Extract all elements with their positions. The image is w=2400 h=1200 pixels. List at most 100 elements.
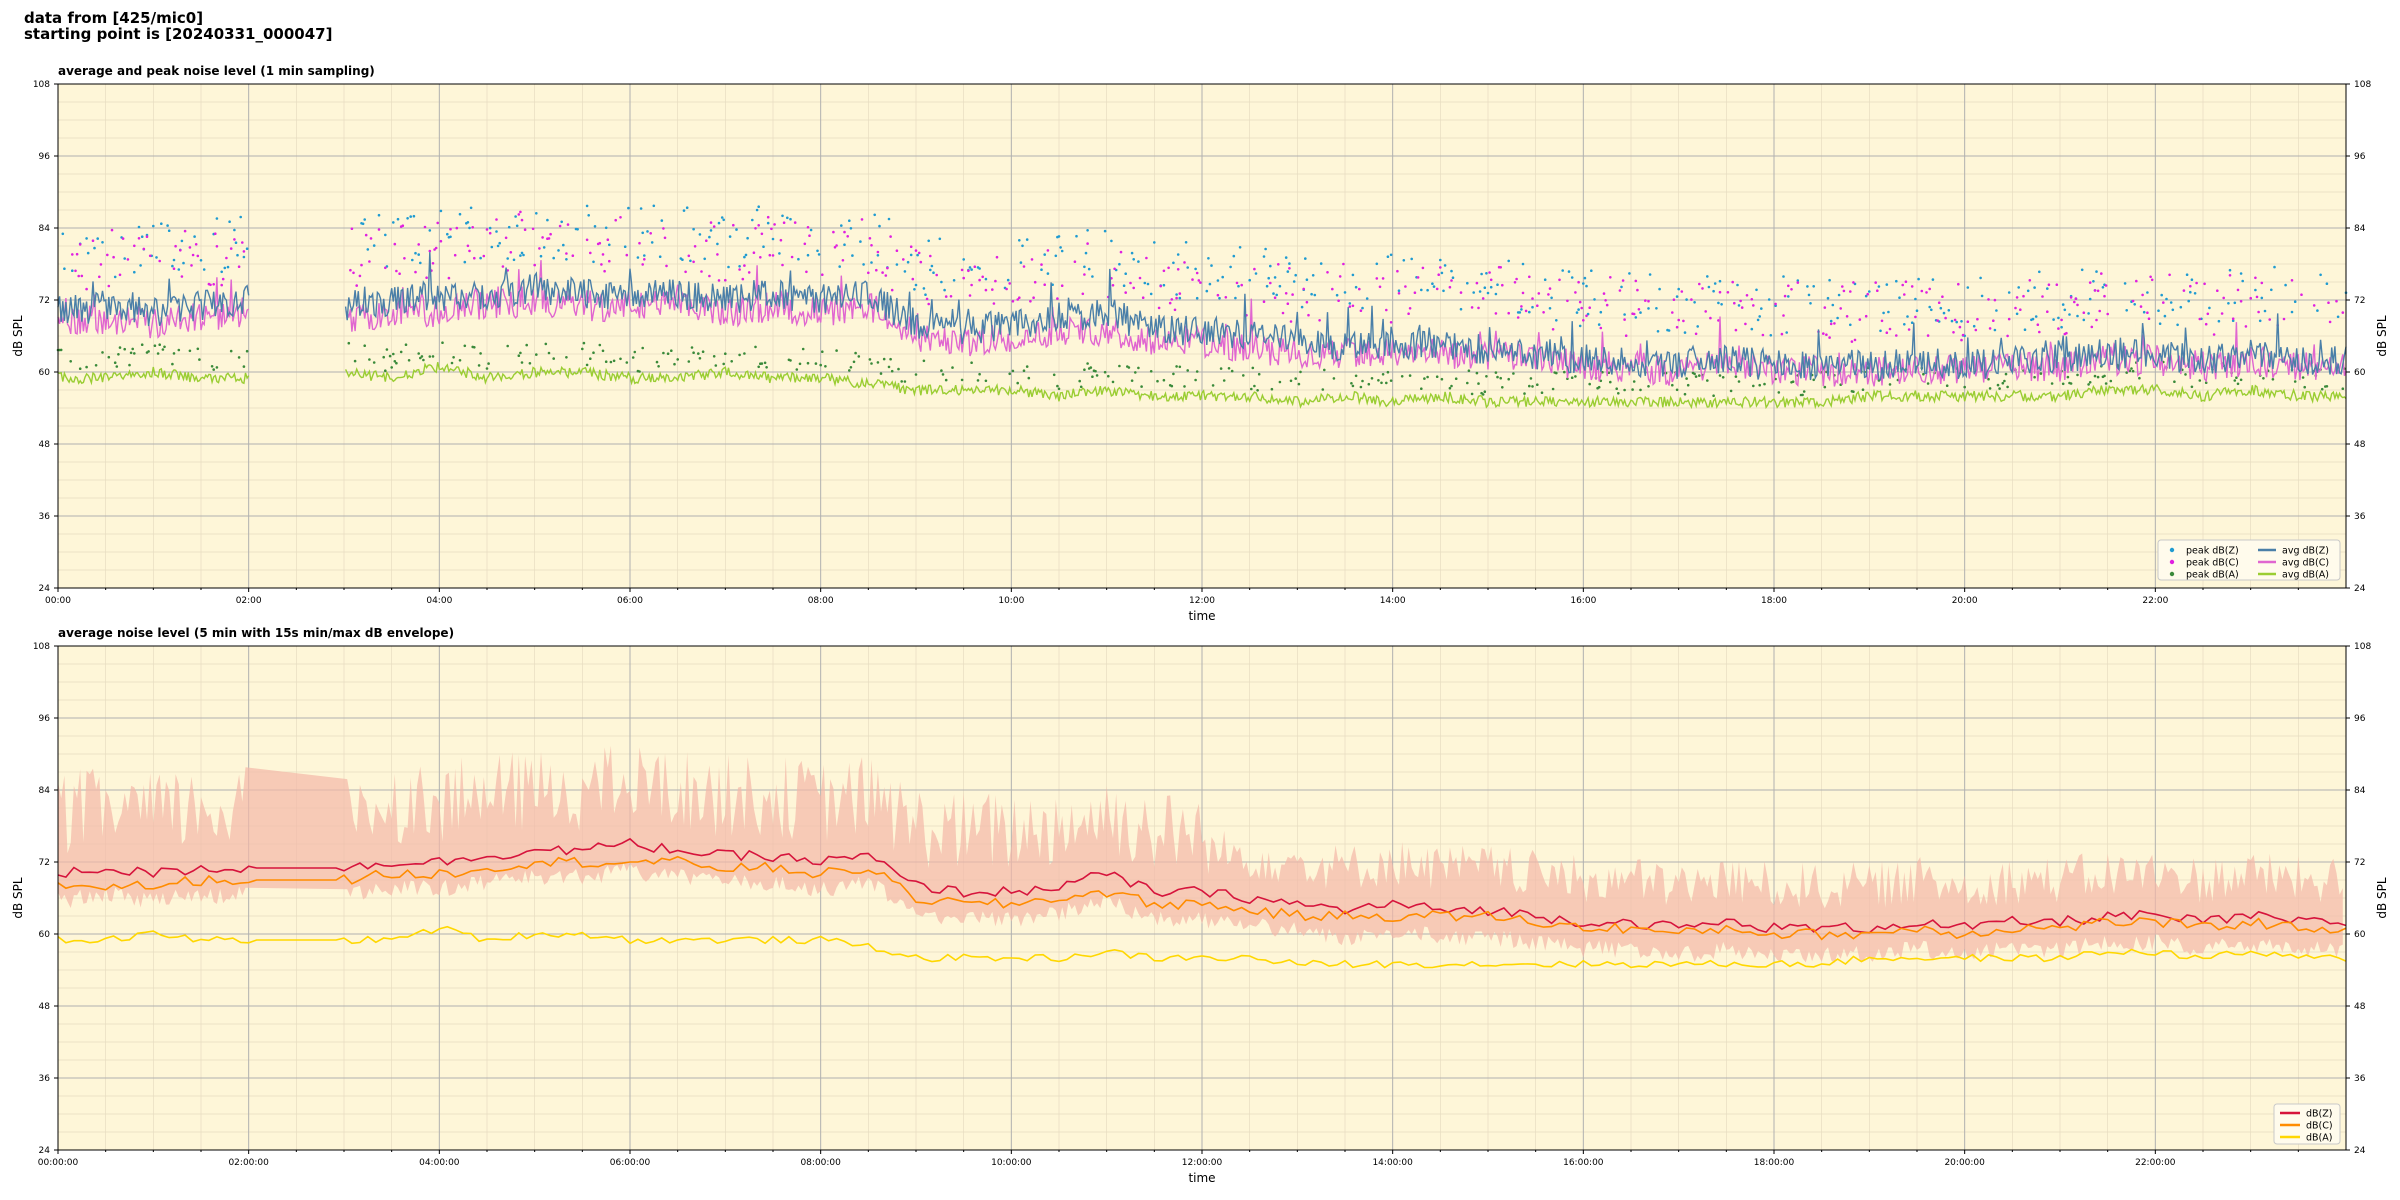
peak-dbz-point (463, 260, 467, 264)
peak-dbz-point (1483, 286, 1487, 290)
peak-dbc-point (1782, 314, 1785, 317)
peak-dbz-point (2061, 303, 2065, 306)
avg-dbz-line (344, 252, 2347, 381)
peak-dba-point (196, 347, 200, 351)
peak-dba-point (431, 355, 435, 358)
peak-dbz-point (1879, 329, 1882, 333)
peak-dbz-point (940, 280, 943, 284)
peak-dbz-point (1466, 281, 1469, 285)
peak-dbc-point (242, 250, 246, 253)
peak-dbc-point (1086, 242, 1089, 245)
peak-dbc-point (2014, 306, 2017, 310)
peak-dba-point (1721, 376, 1725, 379)
peak-dbc-point (884, 274, 888, 277)
peak-dbc-point (1828, 336, 1831, 339)
peak-dbz-point (1648, 273, 1652, 276)
peak-dba-point (1507, 377, 1510, 381)
peak-dbc-point (1385, 308, 1388, 312)
peak-dbc-point (158, 259, 161, 263)
peak-dbc-point (1944, 316, 1947, 320)
peak-dbc-point (2036, 323, 2040, 327)
peak-dba-point (1332, 377, 1336, 380)
peak-dbc-point (1081, 292, 1085, 296)
peak-dba-point (2125, 371, 2128, 374)
peak-dba-point (2104, 382, 2108, 385)
peak-dba-point (441, 341, 444, 345)
peak-dbc-point (606, 238, 610, 241)
peak-dba-point (1253, 384, 1256, 388)
peak-dba-point (601, 349, 605, 353)
peak-dbz-point (1234, 296, 1237, 300)
peak-dbc-point (984, 288, 988, 292)
peak-dbz-point (1208, 282, 1212, 286)
peak-dba-point (940, 369, 943, 372)
peak-dbc-point (2231, 317, 2235, 321)
peak-dba-point (849, 366, 853, 369)
peak-dbz-point (1806, 285, 1809, 288)
peak-dbz-point (2092, 280, 2095, 283)
peak-dba-point (1686, 383, 1690, 387)
peak-dba-point (821, 350, 824, 354)
peak-dbc-point (1585, 314, 1588, 318)
peak-dbc-point (960, 268, 964, 272)
peak-dba-point (2066, 375, 2070, 379)
peak-dba-point (117, 353, 120, 356)
peak-dbc-point (414, 270, 417, 274)
peak-dbz-point (895, 263, 899, 266)
peak-dbz-point (2163, 314, 2167, 318)
peak-dbz-point (1057, 235, 1061, 238)
peak-dbz-point (1087, 267, 1091, 271)
peak-dbc-point (401, 224, 405, 227)
peak-dbz-point (245, 247, 249, 250)
peak-dbc-point (1318, 319, 1321, 322)
y-axis-label-right: dB SPL (2375, 877, 2389, 919)
peak-dbc-point (1740, 306, 1744, 309)
peak-dbc-point (1634, 279, 1638, 283)
peak-dba-point (485, 367, 489, 370)
peak-dbc-point (212, 283, 215, 286)
y-tick-label-right: 108 (2354, 642, 2371, 652)
peak-dbz-point (1623, 313, 1626, 316)
peak-dbz-point (152, 224, 155, 228)
peak-dbc-point (643, 258, 646, 261)
peak-dba-point (2087, 383, 2090, 386)
peak-dbc-point (1178, 292, 1182, 295)
peak-dbc-point (743, 264, 746, 267)
peak-dbc-point (608, 259, 611, 263)
peak-dbc-point (2147, 317, 2151, 321)
legend-marker (2169, 571, 2175, 577)
peak-dbc-point (2093, 289, 2097, 292)
peak-dba-point (903, 380, 907, 383)
peak-dbz-point (1942, 311, 1946, 315)
peak-dbz-point (2023, 328, 2027, 332)
peak-dba-point (1763, 382, 1766, 386)
peak-dbc-point (241, 241, 244, 244)
peak-dbz-point (903, 270, 907, 273)
peak-dbz-point (627, 206, 630, 210)
peak-dbz-point (1272, 292, 1275, 295)
peak-dbz-point (71, 269, 74, 273)
peak-dbz-point (140, 235, 144, 238)
peak-dbc-point (191, 253, 195, 257)
peak-dbc-point (1351, 304, 1355, 308)
peak-dbc-point (2327, 301, 2330, 305)
y-tick-label-left: 96 (39, 714, 51, 724)
peak-dbc-point (911, 277, 915, 281)
y-tick-label-right: 36 (2354, 1074, 2366, 1084)
peak-dbz-point (1486, 291, 1490, 295)
peak-dba-point (897, 367, 900, 371)
peak-dbc-point (1988, 327, 1992, 330)
peak-dbz-point (2176, 323, 2179, 327)
peak-dbz-point (137, 225, 141, 229)
peak-dba-point (743, 352, 746, 355)
peak-dbc-point (1672, 298, 1676, 302)
peak-dbc-point (571, 254, 575, 257)
peak-dbz-point (735, 228, 738, 231)
peak-dba-point (960, 378, 964, 382)
peak-dbz-point (193, 235, 196, 238)
peak-dba-point (487, 362, 490, 365)
y-tick-label-right: 48 (2354, 440, 2366, 450)
peak-dbc-point (790, 255, 794, 259)
peak-dba-point (1632, 380, 1636, 383)
peak-dbc-point (1124, 291, 1127, 294)
